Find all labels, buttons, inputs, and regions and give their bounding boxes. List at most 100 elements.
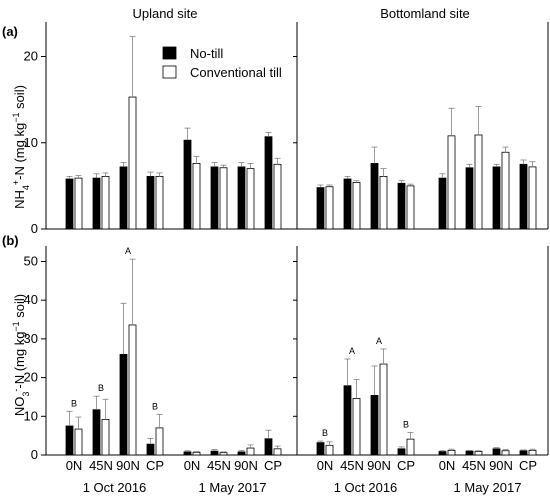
- panel-0-group-0-45N-conv-till-bar: [101, 175, 110, 230]
- y-axis-label-a: NH4+-N (mg kg−1 soil): [11, 85, 31, 209]
- x-category-label-3-45N: 45N: [462, 458, 486, 473]
- panel-0-group-2-0N-no-till-bar: [316, 187, 325, 230]
- panel-1-group-1-45N-no-till-bar: [210, 450, 219, 456]
- panel-0-group-2-90N-no-till-bar: [370, 163, 379, 230]
- panel-1-y-tick-label-5: 50: [24, 253, 38, 268]
- panel-tag-a: (a): [2, 24, 18, 39]
- legend-swatch-no-till: [162, 46, 177, 60]
- panel-0-y-tick-label-0: 0: [31, 221, 38, 236]
- panel-1-group-3-90N-conv-till-bar: [501, 450, 510, 456]
- panel-0-group-1-0N-no-till-bar: [183, 139, 192, 230]
- panel-1-group-0-90N-letter: A: [125, 246, 131, 256]
- panel-1-y-tick-label-4: 40: [24, 292, 38, 307]
- panel-0-group-0-CP-conv-till-bar: [155, 175, 164, 230]
- panel-1-group-2-0N-conv-till-bar: [325, 444, 334, 456]
- panel-1-y-tick-label-3: 30: [24, 331, 38, 346]
- panel-0-group-1-90N-no-till-bar: [237, 166, 246, 230]
- site-title-bottomland: Bottomland site: [380, 6, 470, 21]
- panel-1-group-3-90N-no-till-bar: [492, 448, 501, 456]
- panel-0-group-2-45N-conv-till-bar: [352, 182, 361, 230]
- panel-0-group-3-CP-no-till-bar: [519, 163, 528, 230]
- x-category-label-0-CP: CP: [146, 458, 164, 473]
- panel-1-group-2-0N-letter: B: [322, 428, 328, 438]
- panel-1-group-0-CP-no-till-bar: [146, 443, 155, 456]
- panel-0-group-3-0N-no-till-bar: [438, 177, 447, 230]
- panel-0-group-0-0N-conv-till-bar: [74, 177, 83, 230]
- x-category-label-1-90N: 90N: [234, 458, 258, 473]
- site-title-upland: Upland site: [132, 6, 197, 21]
- x-category-label-2-CP: CP: [397, 458, 415, 473]
- panel-0-group-1-90N-conv-till-bar: [246, 168, 255, 230]
- x-category-label-2-45N: 45N: [340, 458, 364, 473]
- panel-1-group-2-90N-no-till-bar: [370, 394, 379, 456]
- panel-0-group-1-45N-no-till-bar: [210, 166, 219, 230]
- panel-0-group-0-90N-conv-till-bar: [128, 96, 137, 230]
- panel-1-group-0-45N-letter: B: [98, 383, 104, 393]
- y-axis-label-b: NO3--N (mg kg−1 soil): [11, 294, 31, 416]
- x-category-label-3-90N: 90N: [489, 458, 513, 473]
- x-category-label-0-90N: 90N: [116, 458, 140, 473]
- panel-1-group-2-90N-conv-till-bar: [379, 363, 388, 456]
- panel-1-group-0-CP-letter: B: [152, 401, 158, 411]
- legend: No-till Conventional till: [162, 46, 282, 80]
- panel-0-group-0-45N-no-till-bar: [92, 177, 101, 230]
- panel-1-group-2-CP-conv-till-bar: [406, 438, 415, 456]
- panel-0-group-3-90N-conv-till-bar: [501, 151, 510, 230]
- panel-1-group-3-0N-no-till-bar: [438, 451, 447, 456]
- x-date-label-0: 1 Oct 2016: [83, 480, 147, 495]
- x-category-label-0-45N: 45N: [89, 458, 113, 473]
- panel-0-group-3-0N-conv-till-bar: [447, 135, 456, 230]
- panel-1-group-3-45N-conv-till-bar: [474, 451, 483, 456]
- x-date-label-2: 1 Oct 2016: [334, 480, 398, 495]
- x-category-label-1-CP: CP: [264, 458, 282, 473]
- panel-1-group-1-45N-conv-till-bar: [219, 452, 228, 456]
- x-category-label-1-45N: 45N: [207, 458, 231, 473]
- panel-1-group-1-90N-conv-till-bar: [246, 447, 255, 456]
- panel-0-y-tick-label-1: 10: [24, 135, 38, 150]
- panel-0-group-2-CP-no-till-bar: [397, 182, 406, 230]
- panel-0-group-2-45N-no-till-bar: [343, 178, 352, 230]
- legend-swatch-conventional-till: [162, 65, 177, 79]
- panel-1-group-1-CP-no-till-bar: [264, 438, 273, 456]
- panel-1-group-1-CP-conv-till-bar: [273, 448, 282, 456]
- panel-0-group-3-90N-no-till-bar: [492, 166, 501, 230]
- panel-1-group-0-45N-conv-till-bar: [101, 418, 110, 456]
- chart-marks: 0 10 20 0 10 20 30 40 50 B B A B B A A B: [24, 22, 549, 462]
- panel-0-group-2-0N-conv-till-bar: [325, 186, 334, 230]
- panel-1-y-tick-label-2: 20: [24, 370, 38, 385]
- x-category-label-1-0N: 0N: [184, 458, 201, 473]
- panel-0-group-3-45N-no-till-bar: [465, 167, 474, 230]
- x-category-label-0-0N: 0N: [66, 458, 83, 473]
- panel-0-group-1-CP-no-till-bar: [264, 136, 273, 230]
- panel-1-group-2-CP-letter: B: [403, 420, 409, 430]
- panel-1-group-0-45N-no-till-bar: [92, 409, 101, 456]
- panel-1-group-2-CP-no-till-bar: [397, 448, 406, 456]
- legend-label-no-till: No-till: [190, 46, 223, 61]
- panel-0-group-1-45N-conv-till-bar: [219, 167, 228, 230]
- panel-1-group-3-0N-conv-till-bar: [447, 449, 456, 456]
- panel-1-y-tick-label-1: 10: [24, 408, 38, 423]
- x-date-label-3: 1 May 2017: [454, 480, 522, 495]
- panel-1-group-3-CP-conv-till-bar: [528, 449, 537, 456]
- panel-1-group-2-45N-letter: A: [349, 346, 355, 356]
- panel-0-group-1-0N-conv-till-bar: [192, 163, 201, 230]
- panel-0-group-0-90N-no-till-bar: [119, 166, 128, 230]
- panel-1-y-tick-label-0: 0: [31, 447, 38, 462]
- x-date-label-1: 1 May 2017: [199, 480, 267, 495]
- panel-1-group-3-45N-no-till-bar: [465, 450, 474, 456]
- x-category-label-3-CP: CP: [519, 458, 537, 473]
- panel-0-y-tick-label-2: 20: [24, 49, 38, 64]
- panel-1-group-0-0N-no-till-bar: [65, 425, 74, 456]
- legend-label-conventional-till: Conventional till: [190, 65, 282, 80]
- panel-0-group-2-90N-conv-till-bar: [379, 175, 388, 230]
- panel-1-group-0-0N-letter: B: [71, 398, 77, 408]
- panel-1-group-2-45N-conv-till-bar: [352, 398, 361, 456]
- panel-1-group-1-0N-conv-till-bar: [192, 451, 201, 456]
- panel-1-group-0-90N-conv-till-bar: [128, 324, 137, 456]
- panel-1-group-1-0N-no-till-bar: [183, 451, 192, 456]
- x-category-label-2-90N: 90N: [367, 458, 391, 473]
- panel-0-group-0-0N-no-till-bar: [65, 178, 74, 230]
- panel-1-group-3-CP-no-till-bar: [519, 450, 528, 456]
